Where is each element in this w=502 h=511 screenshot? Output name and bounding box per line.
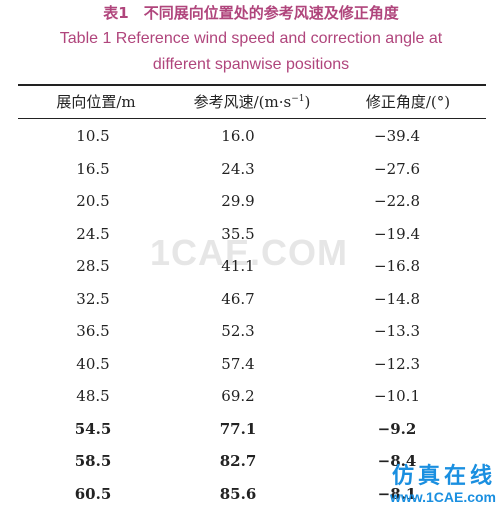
cell-speed: 69.2	[221, 387, 255, 406]
logo-chinese-text: 仿真在线	[391, 464, 496, 489]
data-table: 10.5 16.0 −39.4 16.5 24.3 −27.6 20.5 29.9 −22.8 2…	[18, 120, 486, 510]
table-top-rule	[18, 84, 486, 86]
cell-position: 28.5	[76, 257, 110, 276]
cell-speed: 85.6	[219, 484, 257, 503]
header-speed-pre: 参考风速/(m·s	[193, 93, 292, 111]
header-speed-post: )	[304, 93, 311, 111]
table-header-rule	[18, 118, 486, 119]
cell-speed: 52.3	[221, 322, 255, 341]
table-row: 36.5 52.3 −13.3	[18, 315, 486, 348]
header-spanwise-position: 展向位置/m	[56, 93, 136, 111]
cell-position: 20.5	[76, 192, 110, 211]
cell-speed: 16.0	[221, 127, 255, 146]
table-row: 60.5 85.6 −8.1	[18, 478, 486, 511]
cell-speed: 29.9	[221, 192, 255, 211]
cell-angle: −8.1	[377, 484, 417, 503]
cell-angle: −16.8	[374, 257, 420, 276]
cell-speed: 46.7	[221, 289, 255, 308]
cell-speed: 77.1	[219, 419, 257, 438]
cell-speed: 57.4	[221, 354, 255, 373]
cell-angle: −19.4	[374, 224, 420, 243]
table-row: 54.5 77.1 −9.2	[18, 413, 486, 446]
cell-position: 10.5	[76, 127, 110, 146]
site-logo: 仿真在线 www.1CAE.com	[389, 464, 496, 506]
cell-speed: 24.3	[221, 159, 255, 178]
table-row: 32.5 46.7 −14.8	[18, 283, 486, 316]
table-title-english: Table 1 Reference wind speed and correct…	[0, 26, 502, 78]
cell-angle: −13.3	[374, 322, 420, 341]
cell-position: 16.5	[76, 159, 110, 178]
table-title-english-line2: different spanwise positions	[152, 56, 350, 73]
cell-angle: −10.1	[374, 387, 420, 406]
table-row: 28.5 41.1 −16.8	[18, 250, 486, 283]
cell-position: 48.5	[76, 387, 110, 406]
cell-position: 36.5	[76, 322, 110, 341]
table-row: 24.5 35.5 −19.4	[18, 218, 486, 251]
header-correction-angle: 修正角度/(°)	[365, 93, 451, 111]
cell-angle: −14.8	[374, 289, 420, 308]
cell-position: 58.5	[74, 452, 112, 471]
cell-position: 60.5	[74, 484, 112, 503]
logo-url-text: www.1CAE.com	[389, 489, 496, 505]
header-reference-speed: 参考风速/(m·s−1)	[174, 91, 330, 112]
table-row: 48.5 69.2 −10.1	[18, 380, 486, 413]
table-header-row: 展向位置/m 参考风速/(m·s−1) 修正角度/(°)	[18, 85, 486, 118]
table-row: 40.5 57.4 −12.3	[18, 348, 486, 381]
table-row: 58.5 82.7 −8.4	[18, 445, 486, 478]
cell-angle: −9.2	[377, 419, 417, 438]
cell-position: 40.5	[76, 354, 110, 373]
cell-angle: −8.4	[377, 452, 417, 471]
table-row: 10.5 16.0 −39.4	[18, 120, 486, 153]
cell-angle: −12.3	[374, 354, 420, 373]
table-title-chinese: 表1 不同展向位置处的参考风速及修正角度	[103, 4, 399, 22]
table-row: 20.5 29.9 −22.8	[18, 185, 486, 218]
cell-position: 24.5	[76, 224, 110, 243]
cell-angle: −22.8	[374, 192, 420, 211]
cell-angle: −27.6	[374, 159, 420, 178]
cell-speed: 41.1	[221, 257, 255, 276]
cell-speed: 82.7	[219, 452, 257, 471]
cell-angle: −39.4	[374, 127, 420, 146]
table-title-english-line1: Table 1 Reference wind speed and correct…	[59, 30, 443, 47]
watermark-text: 1CAE.COM	[150, 232, 349, 273]
header-speed-sup: −1	[291, 94, 305, 104]
cell-position: 54.5	[74, 419, 112, 438]
cell-position: 32.5	[76, 289, 110, 308]
cell-speed: 35.5	[221, 224, 255, 243]
table-row: 16.5 24.3 −27.6	[18, 153, 486, 186]
